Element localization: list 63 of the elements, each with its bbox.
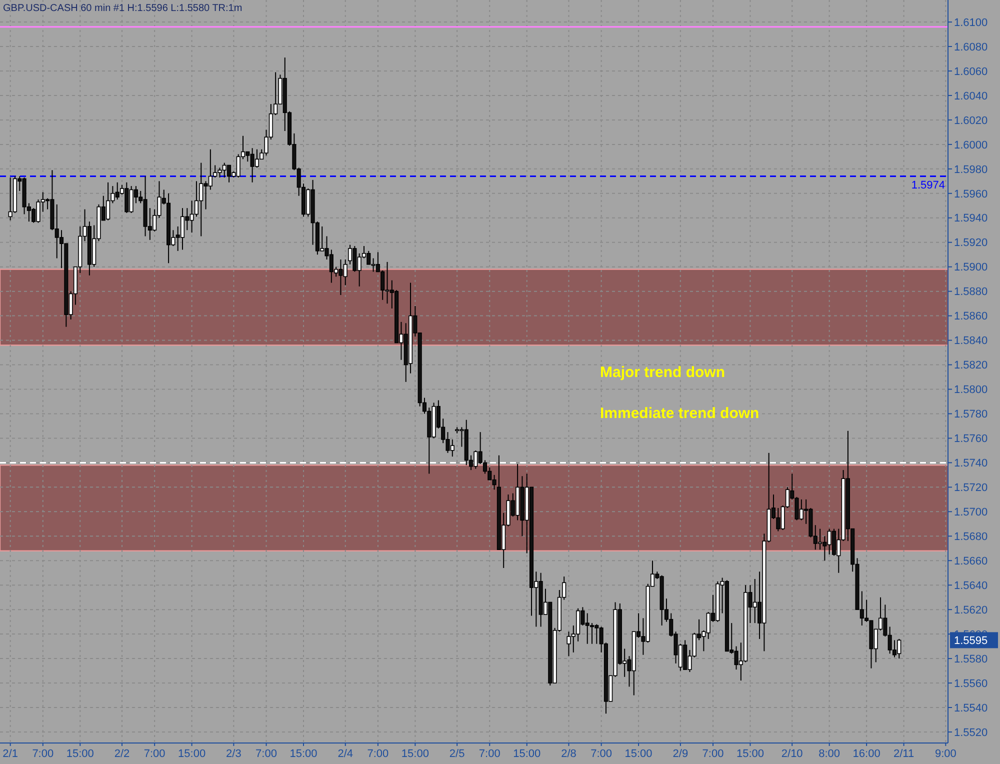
y-tick-label: 1.6040 — [954, 90, 988, 102]
x-tick-label: 15:00 — [624, 748, 652, 760]
y-tick-label: 1.5860 — [954, 310, 988, 323]
y-tick-label: 1.5960 — [954, 188, 988, 200]
annotation: Immediate trend down — [600, 405, 760, 422]
y-tick-label: 1.5780 — [954, 408, 988, 421]
x-tick-label: 2/1 — [2, 748, 18, 760]
y-tick-label: 1.5840 — [954, 335, 988, 348]
x-tick-label: 15:00 — [401, 748, 429, 760]
x-tick-label: 7:00 — [590, 748, 612, 760]
y-tick-label: 1.6060 — [954, 66, 988, 78]
y-tick-label: 1.6100 — [954, 16, 988, 29]
x-tick-label: 7:00 — [702, 748, 724, 760]
y-tick-label: 1.5540 — [954, 702, 988, 714]
y-tick-label: 1.6020 — [954, 114, 988, 127]
y-tick-label: 1.5720 — [954, 482, 988, 494]
x-tick-label: 15:00 — [736, 748, 764, 760]
candlestick — [832, 528, 836, 556]
y-tick-label: 1.5520 — [954, 726, 988, 739]
x-tick-label: 15:00 — [513, 748, 541, 760]
x-tick-label: 15:00 — [290, 748, 318, 760]
y-tick-label: 1.5680 — [954, 530, 988, 543]
x-tick-label: 2/10 — [781, 748, 803, 760]
x-tick-label: 15:00 — [66, 748, 94, 760]
y-tick-label: 1.6000 — [954, 139, 988, 152]
x-tick-label: 7:00 — [478, 748, 500, 760]
x-tick-label: 2/3 — [226, 748, 242, 760]
x-tick-label: 2/5 — [449, 748, 465, 760]
y-tick-label: 1.5740 — [954, 458, 988, 470]
y-tick-label: 1.5800 — [954, 384, 988, 396]
y-tick-label: 1.6080 — [954, 41, 988, 54]
candlestick — [180, 208, 185, 250]
x-tick-label: 15:00 — [178, 748, 206, 760]
y-tick-label: 1.5920 — [954, 237, 988, 250]
x-tick-label: 2/8 — [561, 748, 576, 760]
text: 1.5595 — [954, 635, 988, 648]
x-tick-label: 8:00 — [818, 748, 840, 760]
y-tick-label: 1.5940 — [954, 212, 988, 225]
x-tick-label: 7:00 — [32, 748, 54, 760]
y-tick-label: 1.5560 — [954, 678, 988, 690]
x-tick-label: 2/9 — [672, 748, 688, 760]
x-tick-label: 7:00 — [367, 748, 389, 760]
x-tick-label: 16:00 — [852, 748, 880, 760]
y-tick-label: 1.5640 — [954, 580, 988, 592]
y-tick-label: 1.5700 — [954, 506, 988, 519]
chart-title: GBP.USD-CASH 60 min #1 H:1.5596 L:1.5580 TR:1m — [3, 3, 242, 14]
y-tick-label: 1.5760 — [954, 433, 988, 446]
x-tick-label: 2/4 — [338, 748, 354, 760]
annotation: Major trend down — [600, 364, 725, 381]
y-tick-label: 1.5900 — [954, 262, 988, 274]
x-tick-label: 7:00 — [144, 748, 166, 760]
y-tick-label: 1.5980 — [954, 164, 988, 176]
y-tick-label: 1.5580 — [954, 653, 988, 666]
x-tick-label: 7:00 — [256, 748, 277, 760]
x-tick-label: 2/2 — [114, 748, 130, 760]
y-tick-label: 1.5660 — [954, 555, 988, 568]
x-tick-label: 9:00 — [934, 748, 956, 760]
x-tick-label: 2/11 — [893, 748, 914, 760]
y-tick-label: 1.5820 — [954, 360, 988, 372]
y-tick-label: 1.5620 — [954, 604, 988, 616]
ref-line-label: 1.5974 — [911, 179, 945, 192]
y-tick-label: 1.5880 — [954, 286, 988, 298]
candlestick — [590, 622, 594, 644]
